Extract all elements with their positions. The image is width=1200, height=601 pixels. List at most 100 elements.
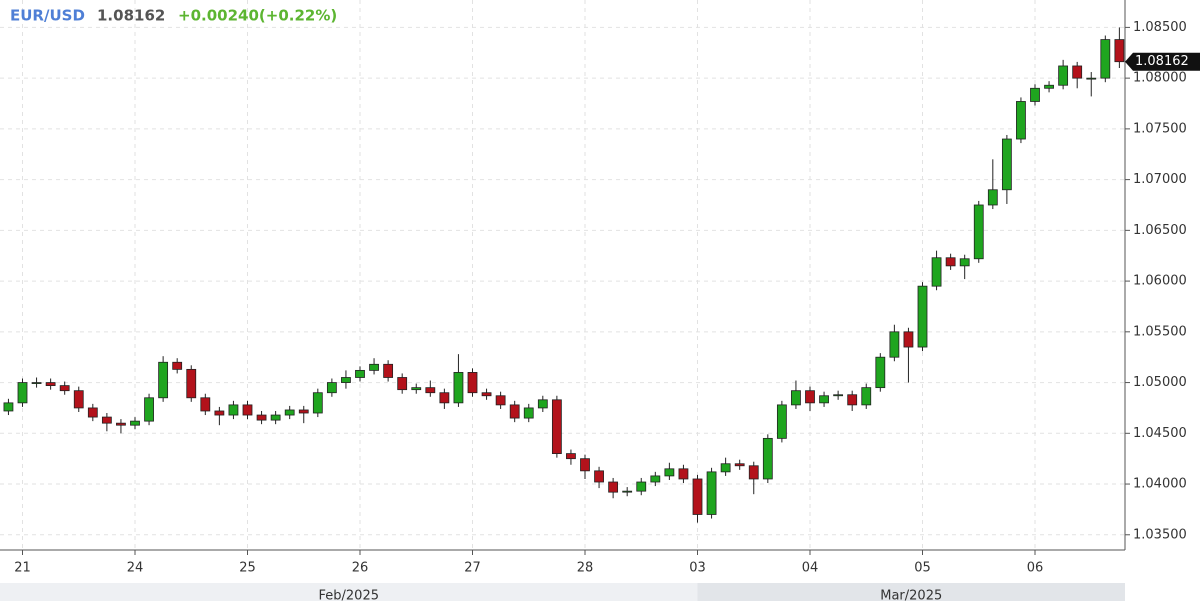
price-change: +0.00240(+0.22%) <box>178 7 337 25</box>
candle-body <box>509 404 520 419</box>
candle-body <box>425 387 436 394</box>
candle-body <box>172 361 183 370</box>
month-band <box>697 583 1125 601</box>
candle-body <box>622 490 633 493</box>
last-price-box <box>1125 52 1200 71</box>
month-band <box>0 583 698 601</box>
last-price-label: 1.08162 <box>1135 54 1189 69</box>
grid <box>0 0 1125 550</box>
y-tick-label: 1.04500 <box>1133 426 1187 441</box>
candle-body <box>664 468 675 477</box>
y-tick-label: 1.08000 <box>1133 71 1187 86</box>
candle-body <box>467 372 478 394</box>
candle-body <box>537 399 548 409</box>
candle-body <box>833 394 844 397</box>
candle-body <box>650 475 661 483</box>
candle-body <box>692 478 703 515</box>
candle-body <box>594 470 604 483</box>
x-tick-label: 04 <box>802 561 819 576</box>
candle-body <box>411 387 422 391</box>
candle-body <box>903 331 914 348</box>
candle-body <box>973 204 984 260</box>
candles <box>3 27 1125 523</box>
candle-body <box>678 468 689 480</box>
candle-body <box>355 369 365 378</box>
y-tick-label: 1.08500 <box>1133 20 1187 35</box>
candle-body <box>369 363 379 371</box>
candle-body <box>551 399 562 454</box>
candle-body <box>720 463 731 473</box>
candle-body <box>256 414 267 421</box>
x-tick-label: 03 <box>689 561 706 576</box>
candle-body <box>312 392 323 414</box>
candle-body <box>45 382 56 387</box>
candle-body <box>200 397 211 412</box>
candle-body <box>889 331 900 358</box>
candle-body <box>3 402 14 412</box>
candle-body <box>1030 87 1040 102</box>
candle-body <box>608 481 619 493</box>
candle-body <box>1001 138 1012 191</box>
x-tick-label: 05 <box>914 561 931 576</box>
x-tick-label: 06 <box>1027 561 1044 576</box>
candle-body <box>439 392 450 404</box>
candle-body <box>805 390 815 404</box>
candle-body <box>931 257 942 287</box>
x-tick-label: 21 <box>14 561 31 576</box>
candle-body <box>1058 65 1069 86</box>
candle-body <box>819 395 829 404</box>
candle-body <box>847 394 858 406</box>
candle-body <box>762 437 773 480</box>
candle-body <box>341 377 351 383</box>
candle-body <box>31 382 42 384</box>
last-price: 1.08162 <box>97 7 165 25</box>
month-label: Feb/2025 <box>319 589 379 601</box>
candle-body <box>945 257 956 267</box>
x-tick-label: 27 <box>464 561 481 576</box>
candle-body <box>17 382 28 404</box>
candle-body <box>861 387 872 406</box>
candle-body <box>73 390 84 409</box>
y-tick-label: 1.07500 <box>1133 121 1187 136</box>
candle-body <box>130 420 140 426</box>
x-tick-label: 25 <box>239 561 256 576</box>
candle-body <box>580 458 590 472</box>
candle-body <box>1044 84 1054 89</box>
candle-body <box>1016 101 1026 140</box>
candle-body <box>326 382 337 394</box>
candle-body <box>734 463 745 467</box>
candle-body <box>706 471 717 515</box>
candle-body <box>101 416 112 424</box>
candle-body <box>144 397 154 422</box>
candle-body <box>959 258 970 267</box>
candle-body <box>776 404 787 439</box>
x-tick-label: 26 <box>352 561 369 576</box>
candle-body <box>1072 65 1083 79</box>
candle-body <box>495 395 506 406</box>
candle-body <box>987 189 998 206</box>
x-tick-label: 24 <box>127 561 144 576</box>
y-tick-label: 1.03500 <box>1133 527 1187 542</box>
candle-body <box>383 363 394 378</box>
candle-body <box>158 361 169 399</box>
y-tick-label: 1.05500 <box>1133 324 1187 339</box>
candle-body <box>566 453 576 460</box>
candle-body <box>791 390 801 406</box>
candle-body <box>917 285 928 348</box>
candle-body <box>481 392 492 397</box>
symbol: EUR/USD <box>10 7 85 25</box>
y-tick-label: 1.07000 <box>1133 172 1187 187</box>
y-tick-label: 1.05000 <box>1133 375 1187 390</box>
candle-body <box>523 407 534 419</box>
candle-body <box>1114 39 1125 63</box>
candle-body <box>116 422 126 426</box>
candle-body <box>636 481 647 492</box>
y-tick-label: 1.04000 <box>1133 477 1187 492</box>
candle-body <box>284 409 295 416</box>
candle-body <box>186 368 197 399</box>
candle-body <box>875 356 886 389</box>
